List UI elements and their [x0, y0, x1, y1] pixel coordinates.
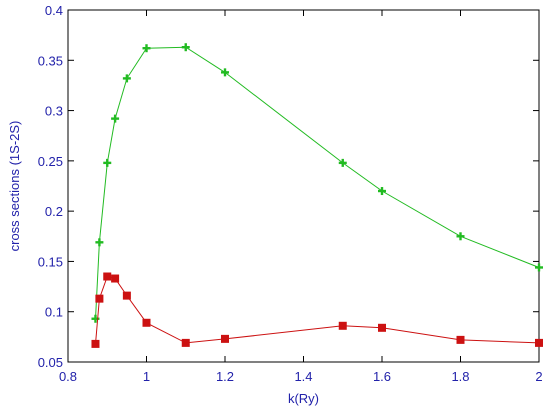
plot-frame — [67, 9, 540, 363]
y-tick-label: 0.05 — [38, 355, 63, 370]
x-tick-label: 0.8 — [59, 369, 77, 384]
x-tick-label: 2 — [535, 369, 542, 384]
y-tick-label: 0.25 — [38, 154, 63, 169]
x-tick-label: 1.4 — [294, 369, 312, 384]
series-1-point — [103, 158, 112, 167]
x-tick-label: 1 — [143, 369, 150, 384]
series-2-point — [456, 335, 465, 344]
series-1-point — [221, 68, 229, 77]
x-tick-label: 1.6 — [373, 369, 391, 384]
axes: 0.8 1 1.2 1.4 1.6 1.8 2 0.05 0.1 0.15 0.2 0.25 0.3 0.… — [38, 3, 543, 384]
x-axis-title: k(Ry) — [288, 391, 319, 406]
series-1-point — [338, 158, 347, 167]
series-2-point — [338, 321, 347, 330]
series-1-point — [181, 43, 190, 52]
x-tick-label: 1.2 — [216, 369, 234, 384]
y-tick-label: 0.35 — [38, 53, 63, 68]
series-2-point — [535, 338, 543, 347]
y-tick-label: 0.2 — [45, 204, 63, 219]
series-2-point — [111, 274, 120, 283]
series-2-point — [91, 339, 100, 348]
series-1-point — [122, 74, 131, 83]
series-2-line — [95, 275, 540, 344]
series-1-point — [456, 232, 465, 241]
y-tick-label: 0.3 — [45, 104, 63, 119]
y-tick-label: 0.15 — [38, 254, 63, 269]
series-1-point — [142, 44, 151, 53]
series-1-point — [535, 263, 543, 272]
y-tick-label: 0.4 — [45, 3, 63, 18]
series-2-point — [142, 318, 151, 327]
series-2-point — [95, 294, 104, 303]
series-1-point — [95, 238, 104, 247]
series-1-line — [95, 46, 540, 319]
series-2-point — [122, 291, 131, 300]
series-2-point — [181, 338, 190, 347]
series-2-point — [221, 334, 229, 343]
series-2-point — [103, 272, 112, 281]
series-layer — [91, 43, 543, 348]
series-2-point — [378, 323, 386, 332]
series-1-point — [111, 114, 120, 123]
y-axis-title: cross sections (1S-2S) — [7, 121, 22, 252]
series-1-point — [378, 187, 386, 196]
x-tick-label: 1.8 — [451, 369, 469, 384]
y-tick-label: 0.1 — [45, 305, 63, 320]
